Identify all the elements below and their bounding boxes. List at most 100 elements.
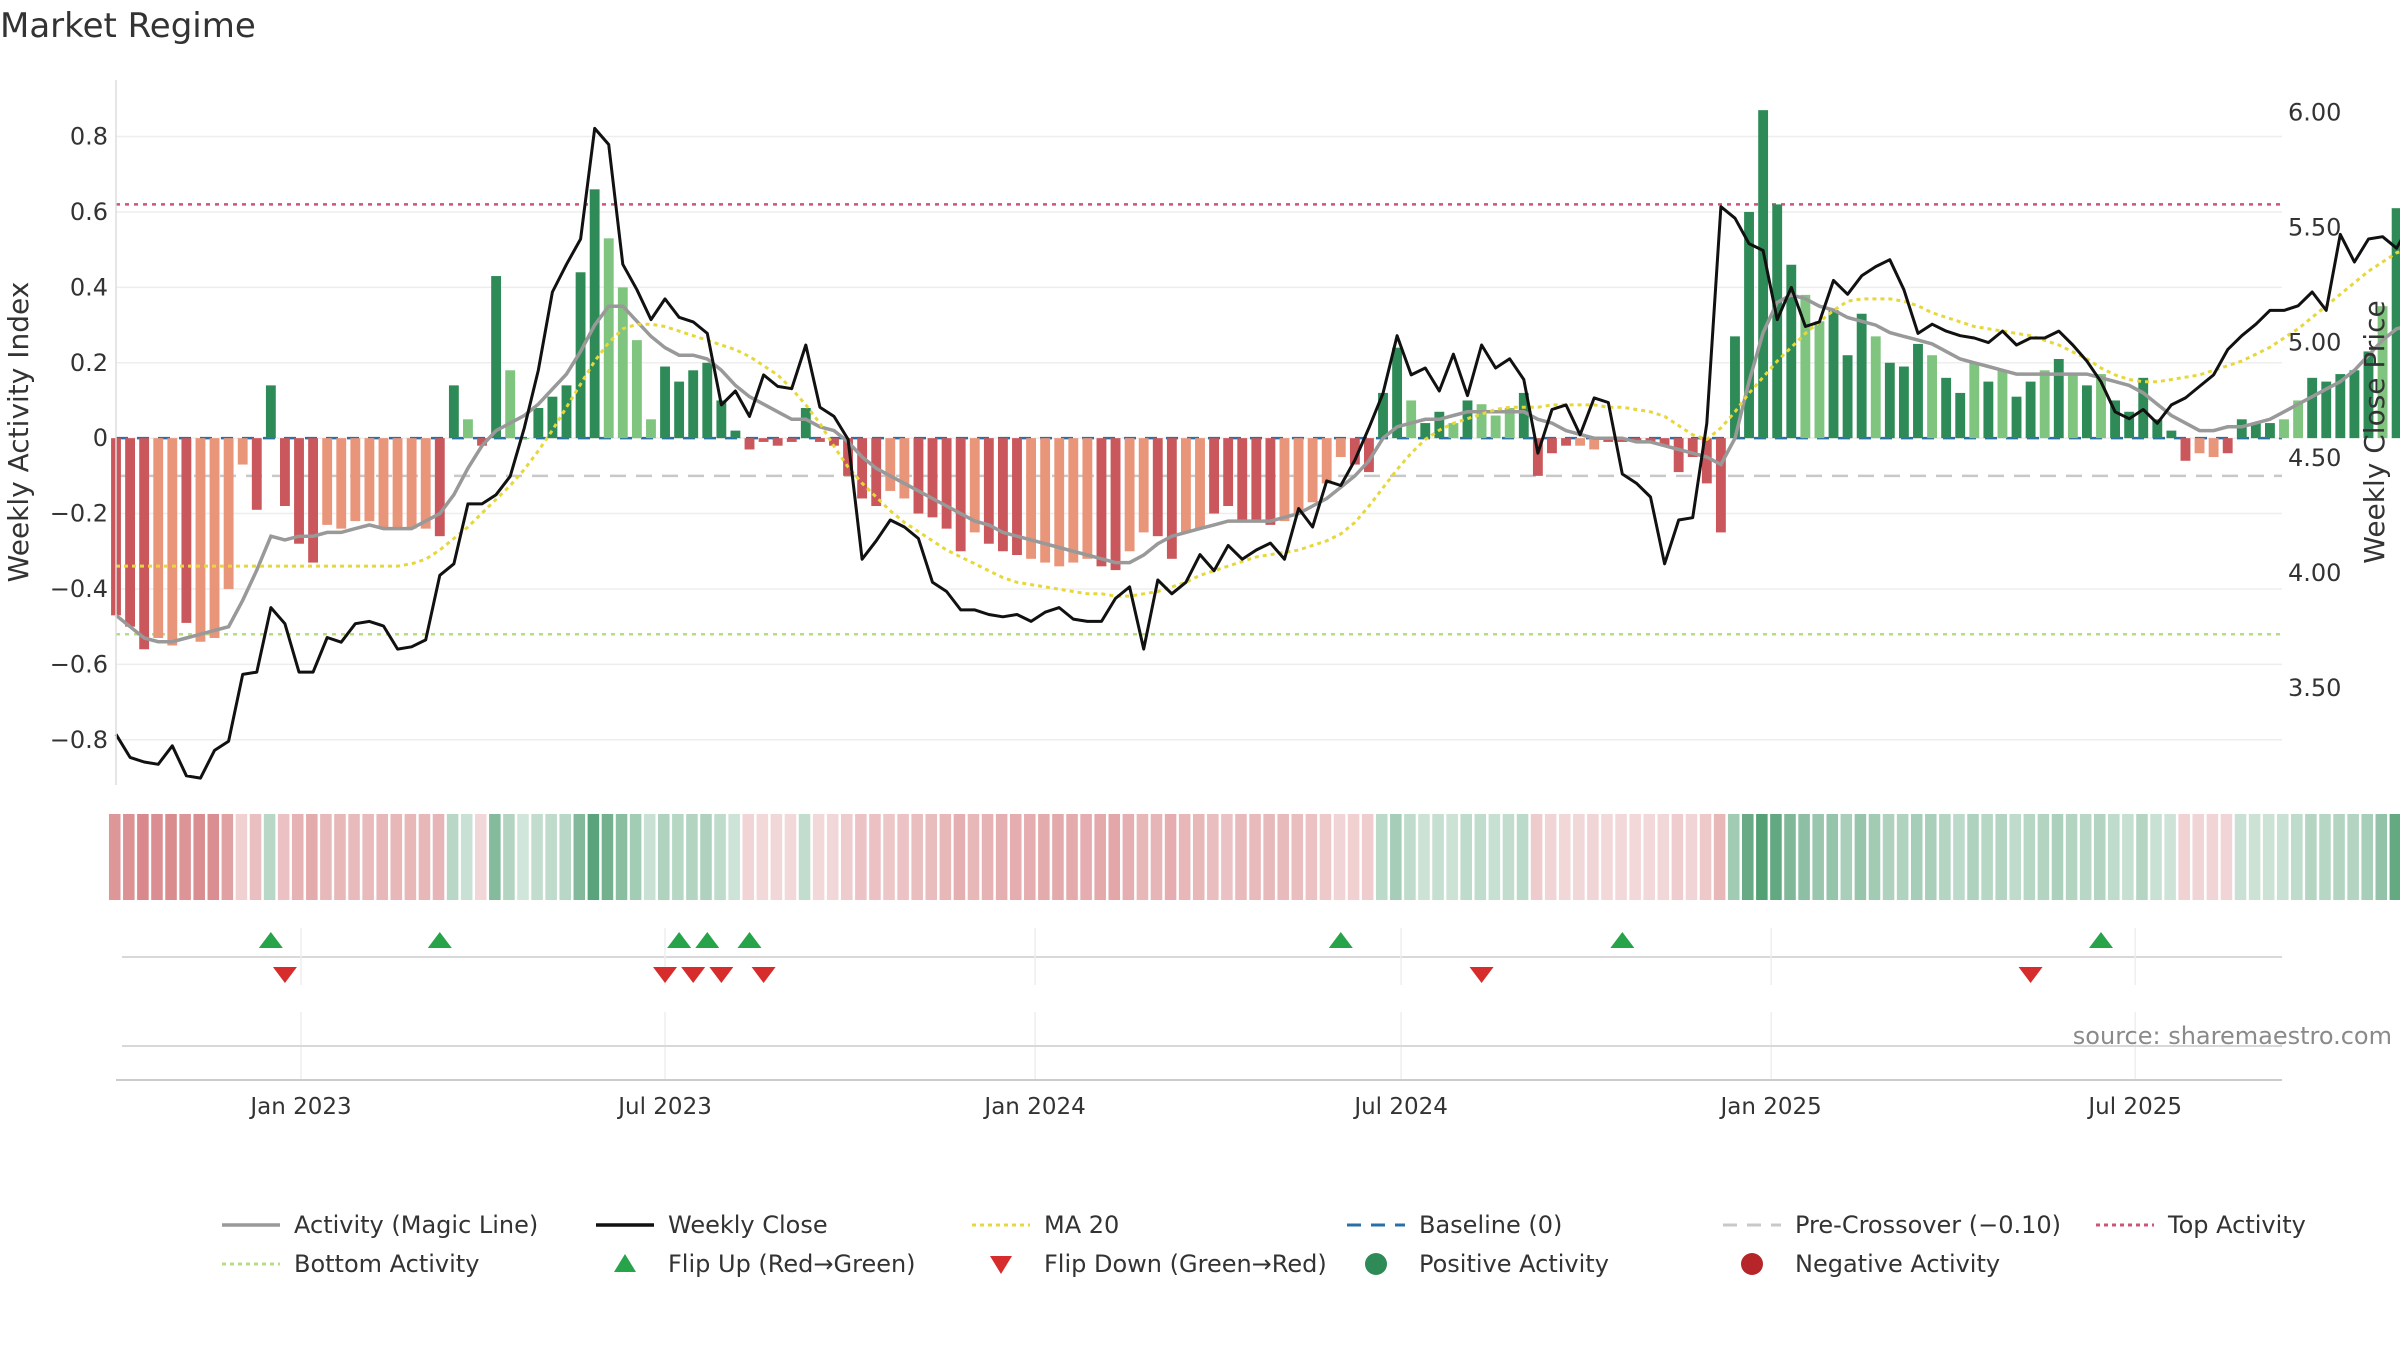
activity-bar	[758, 438, 769, 442]
activity-bar	[1462, 400, 1473, 439]
regime-strip-cell	[629, 814, 642, 900]
regime-strip-cell	[137, 814, 149, 900]
regime-strip-cell	[1854, 814, 1867, 900]
regime-strip-cell	[1418, 814, 1430, 900]
regime-strip-cell	[1840, 814, 1853, 900]
activity-bar	[2194, 438, 2205, 454]
activity-bar	[969, 438, 980, 533]
regime-strip-cell	[2220, 814, 2233, 900]
activity-bar	[463, 419, 473, 439]
activity-bar	[603, 238, 614, 439]
regime-strip-cell	[728, 814, 740, 900]
regime-strip-cell	[798, 814, 811, 900]
activity-bar	[631, 340, 642, 439]
activity-bar	[702, 362, 713, 439]
activity-bar	[1870, 336, 1881, 439]
flip-down-marker	[2018, 967, 2043, 983]
legend-swatch	[990, 1256, 1012, 1274]
activity-bar	[1152, 438, 1163, 537]
activity-bar	[646, 419, 656, 439]
activity-bar	[2222, 438, 2233, 454]
activity-bar	[1659, 438, 1670, 446]
legend-item: Flip Down (Green→Red)	[990, 1250, 1327, 1278]
activity-bar	[1983, 381, 1994, 439]
activity-bar	[195, 438, 206, 642]
regime-strip-cell	[2291, 814, 2303, 900]
y-tick-left: 0	[93, 424, 108, 452]
activity-bar	[2265, 423, 2275, 439]
regime-strip-cell	[643, 814, 656, 900]
activity-bar	[1927, 355, 1937, 439]
regime-strip-cell	[390, 814, 403, 900]
activity-bar	[1082, 438, 1093, 559]
regime-strip-cell	[1207, 814, 1219, 900]
activity-bar	[800, 407, 811, 439]
regime-strip-cell	[2319, 814, 2331, 900]
flip-up-marker	[667, 932, 692, 948]
activity-bar	[448, 385, 459, 439]
legend-label: Positive Activity	[1419, 1250, 1609, 1278]
activity-bar	[688, 370, 699, 439]
activity-bar	[1800, 294, 1811, 439]
activity-bar	[2124, 411, 2135, 439]
regime-strip-cell	[686, 814, 698, 900]
legend-item: Flip Up (Red→Green)	[614, 1250, 916, 1278]
legend-label: Bottom Activity	[294, 1250, 479, 1278]
activity-bar	[2011, 396, 2022, 439]
regime-strip-cell	[559, 814, 572, 900]
flip-down-marker	[751, 967, 776, 983]
regime-strip-cell	[1319, 814, 1332, 900]
regime-strip-cell	[1967, 814, 1979, 900]
regime-strip-cell	[2079, 814, 2092, 900]
activity-bar	[322, 438, 333, 525]
regime-strip-cell	[1685, 814, 1698, 900]
regime-strip-cell	[1868, 814, 1881, 900]
activity-bar	[1392, 347, 1403, 439]
y-tick-left: 0.4	[70, 273, 108, 301]
activity-bar	[1012, 438, 1022, 556]
activity-bar	[2096, 374, 2106, 439]
activity-bar	[716, 400, 727, 439]
legend-item: Top Activity	[2096, 1211, 2306, 1239]
regime-strip-cell	[1629, 814, 1641, 900]
activity-bar	[814, 438, 825, 442]
regime-strip-cell	[784, 814, 797, 900]
regime-strip-cell	[1826, 814, 1839, 900]
activity-bar	[617, 287, 628, 439]
regime-strip-cell	[826, 814, 839, 900]
legend-label: Activity (Magic Line)	[294, 1211, 538, 1239]
regime-strip-cell	[1404, 814, 1416, 900]
regime-strip-cell	[277, 814, 290, 900]
activity-bar	[209, 438, 220, 638]
y-tick-right: 4.50	[2288, 444, 2341, 472]
legend-item: Negative Activity	[1741, 1250, 2000, 1278]
y-tick-left: 0.8	[70, 123, 108, 151]
activity-bar	[561, 385, 572, 439]
activity-bar	[294, 438, 304, 544]
x-tick-label: Jan 2023	[248, 1094, 351, 1120]
regime-strip-cell	[306, 814, 318, 900]
activity-bar	[477, 438, 487, 446]
regime-strip-cell	[1742, 814, 1754, 900]
regime-strip-cell	[2023, 814, 2036, 900]
weekly-close-line	[114, 126, 2400, 780]
regime-strip-cell	[2375, 814, 2388, 900]
y-tick-right: 5.50	[2288, 213, 2341, 241]
regime-strip-cell	[883, 814, 895, 900]
regime-strip-cell	[320, 814, 332, 900]
regime-strip-cell	[615, 814, 628, 900]
regime-strip-cell	[1333, 814, 1346, 900]
activity-bar	[1181, 438, 1191, 533]
legend-label: Top Activity	[2167, 1211, 2306, 1239]
activity-bar	[1279, 438, 1290, 522]
regime-strip-cell	[179, 814, 191, 900]
activity-bar	[1575, 438, 1586, 446]
x-tick-label: Jul 2025	[2086, 1094, 2182, 1120]
regime-strip-cell	[1150, 814, 1163, 900]
activity-bar	[1195, 438, 1205, 529]
regime-strip-cell	[1784, 814, 1796, 900]
activity-bar	[2067, 374, 2078, 439]
regime-strip-cell	[939, 814, 952, 900]
flip-up-marker	[1610, 932, 1635, 948]
legend-item: Activity (Magic Line)	[222, 1211, 538, 1239]
